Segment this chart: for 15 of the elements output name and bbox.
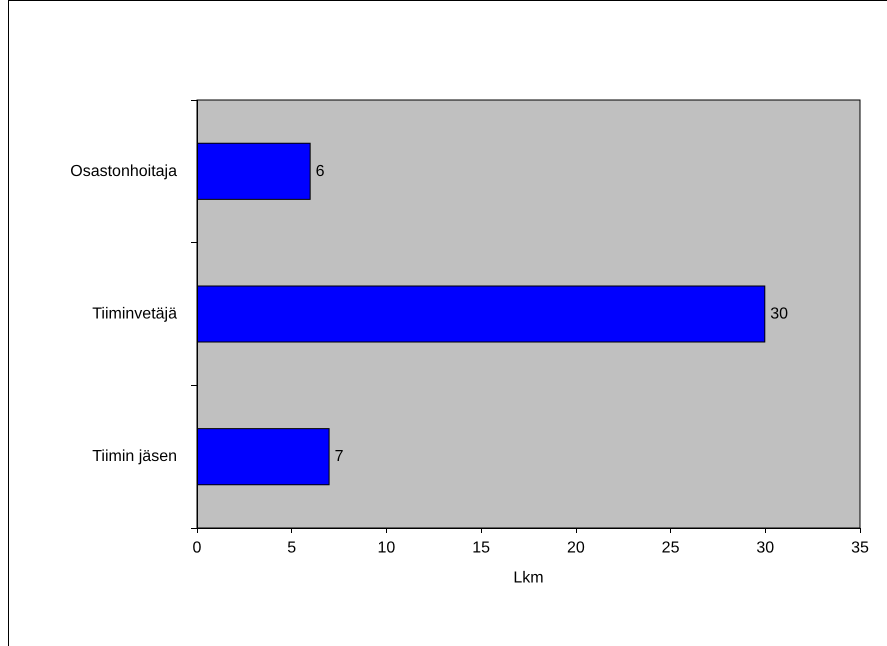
x-tick-label: 20 [566, 540, 585, 556]
x-tick-label: 35 [851, 540, 869, 556]
x-tick-label: 5 [287, 540, 296, 556]
y-tick-label: Tiiminvetäjä [92, 306, 178, 322]
data-label: 30 [770, 306, 788, 322]
data-label: 7 [334, 448, 344, 466]
x-tick-label: 10 [378, 540, 396, 556]
y-tick-label: Tiimin jäsen [92, 448, 177, 466]
x-tick-label: 30 [756, 540, 774, 556]
x-tick-label: 15 [472, 540, 490, 556]
x-tick-label: 25 [662, 540, 680, 556]
y-tick-label: Osastonhoitaja [70, 162, 178, 180]
data-label: 6 [316, 162, 325, 180]
x-tick-label: 0 [192, 540, 202, 556]
x-axis-title: Lkm [513, 570, 544, 586]
